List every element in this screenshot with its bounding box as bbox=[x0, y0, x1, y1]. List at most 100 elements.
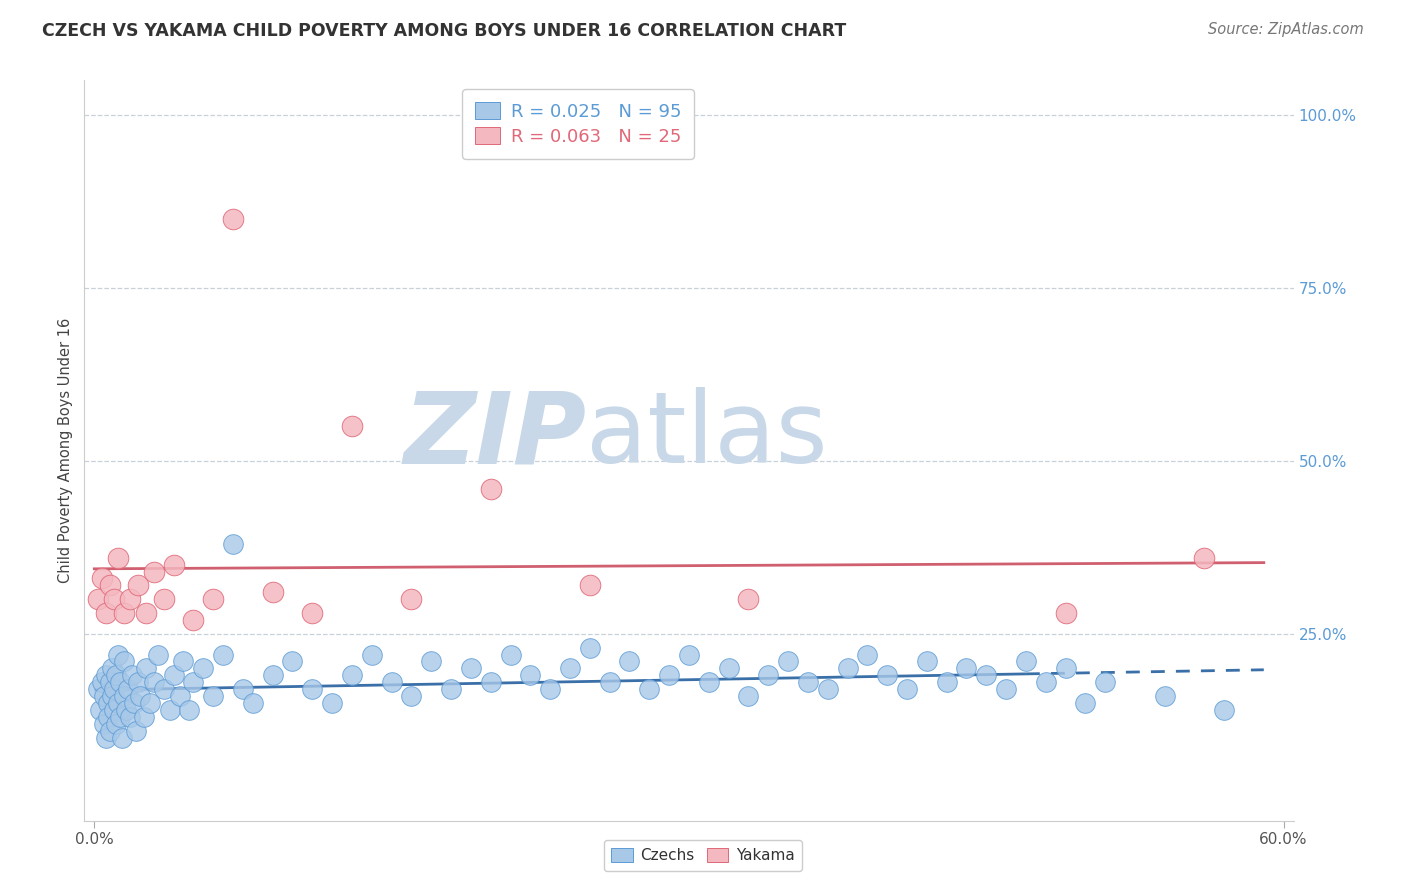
Point bbox=[172, 655, 194, 669]
Text: Source: ZipAtlas.com: Source: ZipAtlas.com bbox=[1208, 22, 1364, 37]
Point bbox=[797, 675, 820, 690]
Point bbox=[87, 592, 110, 607]
Point bbox=[658, 668, 681, 682]
Point bbox=[202, 689, 225, 703]
Point bbox=[499, 648, 522, 662]
Point bbox=[103, 592, 125, 607]
Point bbox=[1015, 655, 1038, 669]
Point bbox=[169, 689, 191, 703]
Point bbox=[262, 585, 284, 599]
Point bbox=[599, 675, 621, 690]
Point bbox=[915, 655, 938, 669]
Point bbox=[995, 682, 1018, 697]
Point bbox=[128, 689, 150, 703]
Point bbox=[127, 578, 149, 592]
Point bbox=[301, 682, 323, 697]
Point bbox=[360, 648, 382, 662]
Point bbox=[97, 710, 120, 724]
Point bbox=[896, 682, 918, 697]
Text: atlas: atlas bbox=[586, 387, 828, 484]
Point bbox=[717, 661, 740, 675]
Point bbox=[103, 703, 125, 717]
Point bbox=[401, 592, 423, 607]
Point bbox=[519, 668, 541, 682]
Point bbox=[107, 648, 129, 662]
Point bbox=[127, 675, 149, 690]
Point bbox=[146, 648, 169, 662]
Point bbox=[183, 675, 205, 690]
Point bbox=[118, 592, 141, 607]
Point bbox=[91, 675, 114, 690]
Point bbox=[142, 565, 165, 579]
Point bbox=[93, 716, 115, 731]
Point bbox=[107, 550, 129, 565]
Point bbox=[202, 592, 225, 607]
Point bbox=[96, 606, 118, 620]
Point bbox=[479, 482, 502, 496]
Point bbox=[737, 689, 759, 703]
Point bbox=[125, 723, 148, 738]
Point bbox=[159, 703, 181, 717]
Point bbox=[179, 703, 201, 717]
Point bbox=[619, 655, 641, 669]
Point bbox=[193, 661, 215, 675]
Point bbox=[115, 703, 138, 717]
Point bbox=[935, 675, 957, 690]
Point bbox=[132, 710, 155, 724]
Point bbox=[321, 696, 343, 710]
Point bbox=[121, 668, 143, 682]
Legend: Czechs, Yakama: Czechs, Yakama bbox=[603, 840, 803, 871]
Point bbox=[101, 661, 124, 675]
Point bbox=[117, 682, 139, 697]
Point bbox=[579, 578, 602, 592]
Point bbox=[837, 661, 859, 675]
Point bbox=[222, 211, 245, 226]
Point bbox=[1054, 661, 1077, 675]
Point bbox=[440, 682, 463, 697]
Point bbox=[1194, 550, 1216, 565]
Point bbox=[420, 655, 443, 669]
Point bbox=[97, 696, 120, 710]
Point bbox=[460, 661, 482, 675]
Point bbox=[93, 689, 115, 703]
Point bbox=[103, 682, 125, 697]
Point bbox=[96, 668, 118, 682]
Point bbox=[242, 696, 264, 710]
Point bbox=[111, 731, 134, 745]
Point bbox=[1054, 606, 1077, 620]
Point bbox=[301, 606, 323, 620]
Point bbox=[135, 606, 157, 620]
Point bbox=[107, 696, 129, 710]
Point bbox=[538, 682, 561, 697]
Point bbox=[974, 668, 997, 682]
Point bbox=[1094, 675, 1116, 690]
Point bbox=[112, 689, 135, 703]
Point bbox=[96, 731, 118, 745]
Point bbox=[776, 655, 799, 669]
Point bbox=[108, 675, 131, 690]
Point bbox=[122, 696, 145, 710]
Point bbox=[152, 592, 174, 607]
Point bbox=[101, 689, 124, 703]
Point bbox=[856, 648, 879, 662]
Point bbox=[232, 682, 254, 697]
Point bbox=[1153, 689, 1175, 703]
Point bbox=[638, 682, 661, 697]
Point bbox=[139, 696, 162, 710]
Point bbox=[162, 558, 184, 572]
Point bbox=[340, 668, 363, 682]
Text: ZIP: ZIP bbox=[404, 387, 586, 484]
Point bbox=[697, 675, 720, 690]
Y-axis label: Child Poverty Among Boys Under 16: Child Poverty Among Boys Under 16 bbox=[58, 318, 73, 583]
Point bbox=[222, 537, 245, 551]
Point bbox=[98, 675, 121, 690]
Point bbox=[401, 689, 423, 703]
Point bbox=[89, 703, 111, 717]
Point bbox=[212, 648, 235, 662]
Point bbox=[142, 675, 165, 690]
Text: CZECH VS YAKAMA CHILD POVERTY AMONG BOYS UNDER 16 CORRELATION CHART: CZECH VS YAKAMA CHILD POVERTY AMONG BOYS… bbox=[42, 22, 846, 40]
Point bbox=[152, 682, 174, 697]
Point bbox=[135, 661, 157, 675]
Point bbox=[108, 710, 131, 724]
Point bbox=[91, 572, 114, 586]
